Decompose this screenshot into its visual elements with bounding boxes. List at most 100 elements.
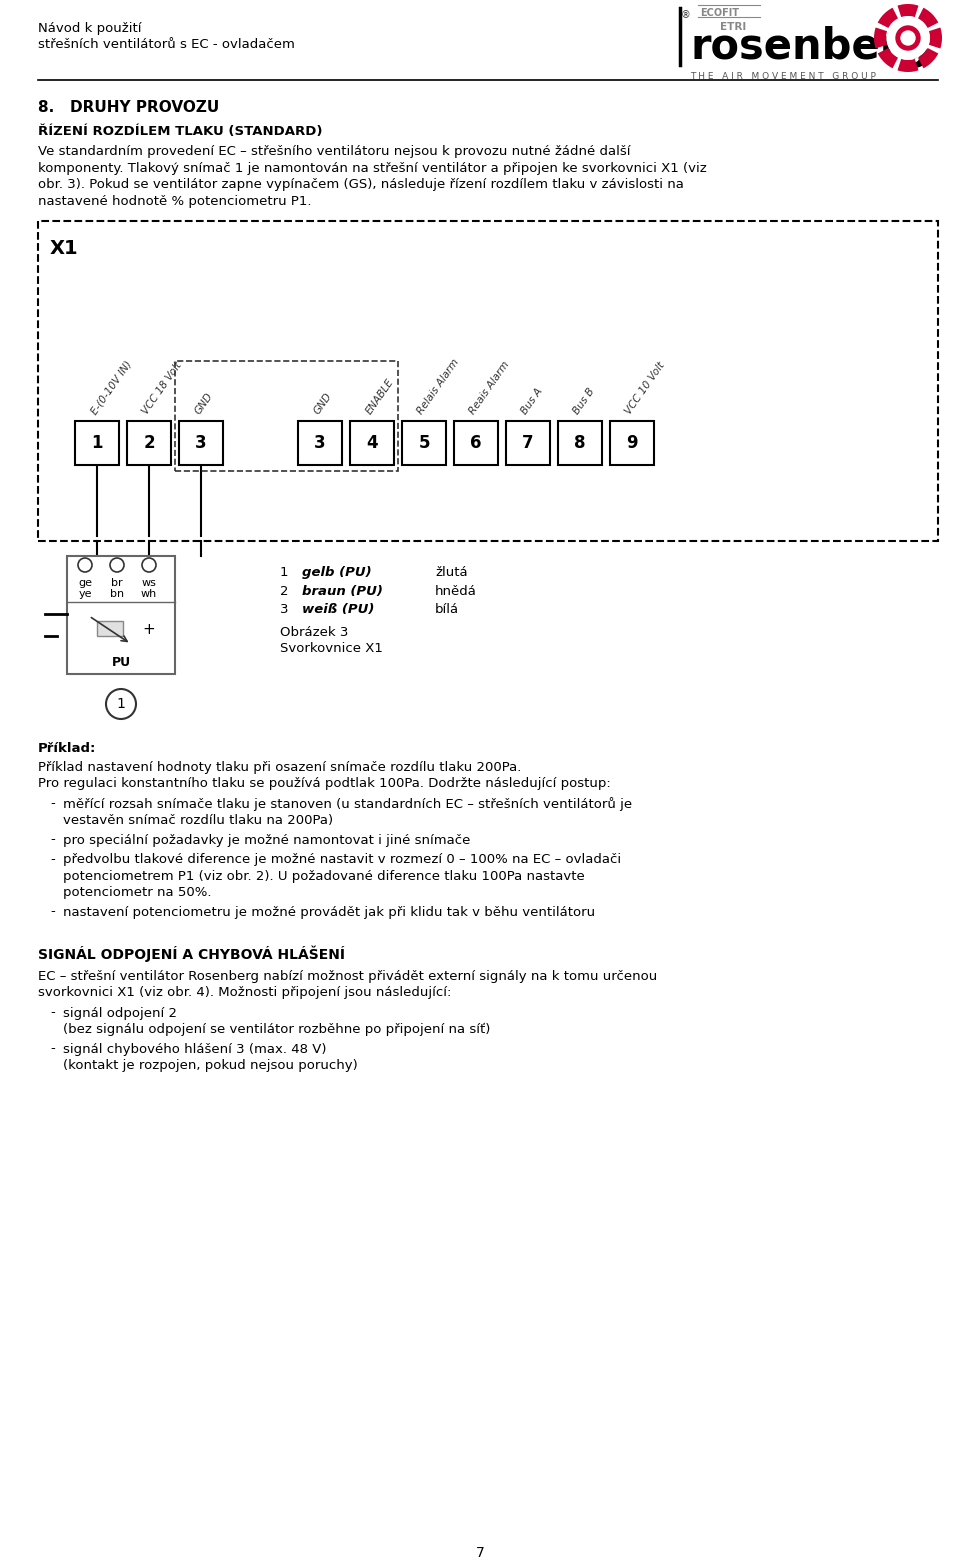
- Bar: [75, 420, 119, 466]
- Bar: [454, 420, 498, 466]
- Text: potenciometrem P1 (viz obr. 2). U požadované diference tlaku 100Pa nastavte: potenciometrem P1 (viz obr. 2). U požado…: [63, 870, 585, 883]
- Text: svorkovnici X1 (viz obr. 4). Možnosti připojení jsou následující:: svorkovnici X1 (viz obr. 4). Možnosti př…: [38, 986, 451, 999]
- Circle shape: [901, 31, 915, 45]
- Text: bílá: bílá: [435, 604, 459, 616]
- Circle shape: [142, 558, 156, 572]
- Text: 2: 2: [280, 585, 289, 597]
- Polygon shape: [918, 49, 938, 69]
- Text: braun (PU): braun (PU): [302, 585, 383, 597]
- Text: 9: 9: [626, 434, 637, 452]
- Bar: [350, 420, 394, 466]
- Circle shape: [887, 17, 929, 60]
- Text: -: -: [50, 798, 55, 811]
- Text: ws: ws: [141, 579, 156, 588]
- Text: 3: 3: [280, 604, 289, 616]
- Text: potenciometr na 50%.: potenciometr na 50%.: [63, 886, 211, 898]
- Polygon shape: [929, 28, 942, 49]
- Text: rosenberg: rosenberg: [690, 27, 930, 67]
- Text: signál odpojení 2: signál odpojení 2: [63, 1007, 177, 1019]
- Text: 1: 1: [116, 698, 126, 710]
- Text: Obrázek 3: Obrázek 3: [280, 626, 348, 638]
- Text: Svorkovnice X1: Svorkovnice X1: [280, 641, 383, 655]
- Bar: [506, 420, 550, 466]
- Text: Příklad:: Příklad:: [38, 742, 96, 756]
- Text: (kontakt je rozpojen, pokud nejsou poruchy): (kontakt je rozpojen, pokud nejsou poruc…: [63, 1058, 358, 1073]
- Text: hnědá: hnědá: [435, 585, 477, 597]
- Text: ge: ge: [78, 579, 92, 588]
- Polygon shape: [874, 28, 887, 49]
- Bar: [558, 420, 602, 466]
- Text: ŘÍZENÍ ROZDÍLEM TLAKU (STANDARD): ŘÍZENÍ ROZDÍLEM TLAKU (STANDARD): [38, 125, 323, 138]
- Circle shape: [110, 558, 124, 572]
- Text: měřící rozsah snímače tlaku je stanoven (u standardních EC – střešních ventiláto: měřící rozsah snímače tlaku je stanoven …: [63, 798, 632, 812]
- Text: T H E   A I R   M O V E M E N T   G R O U P: T H E A I R M O V E M E N T G R O U P: [690, 72, 876, 82]
- Text: (bez signálu odpojení se ventilátor rozběhne po připojení na síť): (bez signálu odpojení se ventilátor rozb…: [63, 1022, 491, 1036]
- Text: PU: PU: [111, 655, 131, 670]
- Bar: [67, 557, 175, 674]
- Text: -: -: [50, 1007, 55, 1019]
- Text: Pro regulaci konstantního tlaku se používá podtlak 100Pa. Dodržte následující po: Pro regulaci konstantního tlaku se použí…: [38, 778, 611, 790]
- Circle shape: [78, 558, 92, 572]
- Bar: [127, 420, 171, 466]
- Text: -: -: [50, 834, 55, 847]
- Text: -: -: [50, 1043, 55, 1055]
- Text: Návod k použití: Návod k použití: [38, 22, 141, 34]
- Text: komponenty. Tlakový snímač 1 je namontován na střešní ventilátor a připojen ke s: komponenty. Tlakový snímač 1 je namontov…: [38, 162, 707, 174]
- Circle shape: [106, 688, 136, 720]
- Text: Relais Alarm: Relais Alarm: [416, 358, 462, 416]
- Text: 8.   DRUHY PROVOZU: 8. DRUHY PROVOZU: [38, 100, 219, 114]
- Text: -: -: [50, 905, 55, 919]
- Text: -: -: [50, 853, 55, 866]
- Text: VCC 18 Volt: VCC 18 Volt: [141, 361, 184, 416]
- Text: wh: wh: [141, 590, 157, 599]
- Text: 7: 7: [522, 434, 534, 452]
- Polygon shape: [877, 49, 898, 69]
- Bar: [402, 420, 446, 466]
- Text: vestavěn snímač rozdílu tlaku na 200Pa): vestavěn snímač rozdílu tlaku na 200Pa): [63, 814, 333, 826]
- Text: GND: GND: [312, 390, 334, 416]
- Text: X1: X1: [50, 238, 79, 259]
- Polygon shape: [898, 60, 919, 72]
- Text: 8: 8: [574, 434, 586, 452]
- Text: Bus B: Bus B: [572, 386, 597, 416]
- Bar: [97, 621, 123, 637]
- Text: ETRI: ETRI: [720, 22, 746, 31]
- Text: 3: 3: [195, 434, 206, 452]
- Polygon shape: [918, 8, 938, 28]
- Text: VCC 10 Volt: VCC 10 Volt: [624, 361, 667, 416]
- Bar: [179, 420, 223, 466]
- Text: pro speciální požadavky je možné namontovat i jiné snímače: pro speciální požadavky je možné namonto…: [63, 834, 470, 847]
- Circle shape: [896, 27, 920, 50]
- Text: weiß (PU): weiß (PU): [302, 604, 374, 616]
- Text: ®: ®: [681, 9, 691, 20]
- Text: E-(0-10V IN): E-(0-10V IN): [89, 359, 133, 416]
- Text: ECOFIT: ECOFIT: [700, 8, 739, 17]
- Text: 1: 1: [91, 434, 103, 452]
- Polygon shape: [898, 5, 919, 17]
- Text: Reais Alarm: Reais Alarm: [468, 359, 512, 416]
- Text: předvolbu tlakové diference je možné nastavit v rozmezí 0 – 100% na EC – ovladač: předvolbu tlakové diference je možné nas…: [63, 853, 621, 866]
- Text: nastavené hodnotě % potenciometru P1.: nastavené hodnotě % potenciometru P1.: [38, 194, 311, 207]
- Text: EC – střešní ventilátor Rosenberg nabízí možnost přivádět externí signály na k t: EC – střešní ventilátor Rosenberg nabízí…: [38, 969, 658, 983]
- Text: žlutá: žlutá: [435, 566, 468, 579]
- Text: 5: 5: [419, 434, 430, 452]
- Text: GND: GND: [193, 390, 215, 416]
- Text: br: br: [111, 579, 123, 588]
- Text: střešních ventilátorů s EC - ovladačem: střešních ventilátorů s EC - ovladačem: [38, 38, 295, 52]
- Text: Ve standardním provedení EC – střešního ventilátoru nejsou k provozu nutné žádné: Ve standardním provedení EC – střešního …: [38, 144, 631, 158]
- Bar: [610, 420, 654, 466]
- Bar: [298, 420, 342, 466]
- Bar: [38, 221, 938, 541]
- Text: ye: ye: [79, 590, 92, 599]
- Text: Příklad nastavení hodnoty tlaku při osazení snímače rozdílu tlaku 200Pa.: Příklad nastavení hodnoty tlaku při osaz…: [38, 760, 521, 773]
- Text: 7: 7: [475, 1546, 485, 1560]
- Text: 3: 3: [314, 434, 325, 452]
- Text: nastavení potenciometru je možné provádět jak při klidu tak v běhu ventilátoru: nastavení potenciometru je možné provádě…: [63, 905, 595, 919]
- Bar: [175, 361, 398, 470]
- Text: gelb (PU): gelb (PU): [302, 566, 372, 579]
- Text: 1: 1: [280, 566, 289, 579]
- Text: bn: bn: [110, 590, 124, 599]
- Text: 2: 2: [143, 434, 155, 452]
- Text: SIGNÁL ODPOJENÍ A CHYBOVÁ HLÁŠENÍ: SIGNÁL ODPOJENÍ A CHYBOVÁ HLÁŠENÍ: [38, 946, 345, 961]
- Text: 4: 4: [366, 434, 378, 452]
